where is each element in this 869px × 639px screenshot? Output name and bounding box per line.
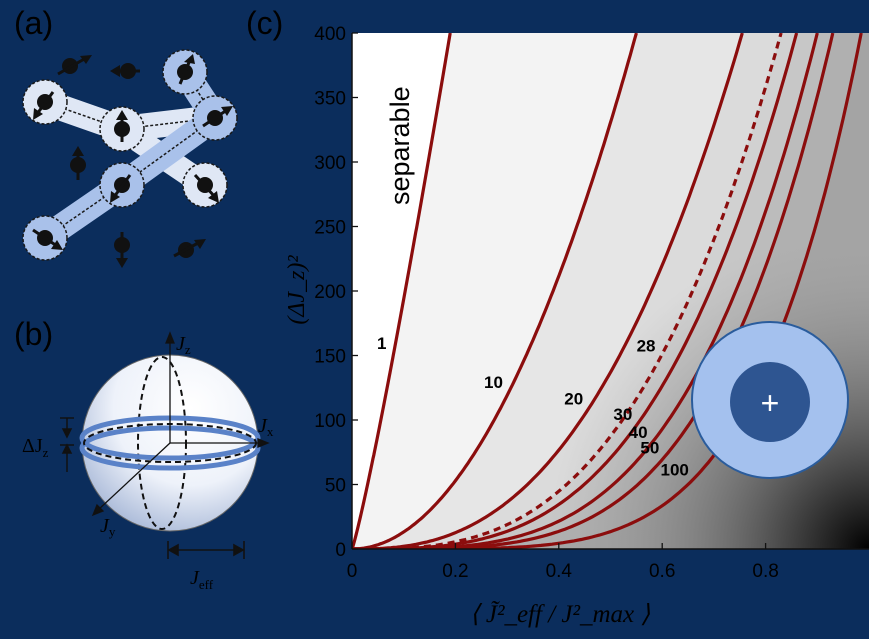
x-tick-label: 0	[347, 561, 358, 582]
inset-plus: +	[761, 385, 780, 421]
spin-arrow	[114, 110, 130, 142]
y-ticks: 0 50 100 150 200 250 300 350 400	[314, 24, 358, 561]
spin-arrow	[110, 174, 132, 203]
curve-1	[352, 33, 452, 549]
delta-jz-indicator	[60, 417, 74, 472]
x-ticks: 0 0.2 0.4 0.6 0.8	[347, 543, 779, 582]
y-tick-label: 100	[314, 411, 346, 432]
y-axis-title: (ΔJ_z)²	[284, 255, 310, 325]
bond-blue-outline	[44, 71, 217, 239]
x-tick-label: 0.8	[752, 561, 778, 582]
x-tick-label: 0.2	[442, 561, 468, 582]
bond-blue	[32, 59, 233, 251]
spin-arrow	[110, 63, 140, 79]
jeff-label: Jeff	[190, 567, 214, 592]
y-tick-label: 250	[314, 218, 346, 239]
spin-arrow	[33, 91, 55, 120]
y-axis	[97, 442, 171, 511]
curve-10	[352, 33, 638, 549]
y-tick-label: 350	[314, 89, 346, 110]
curve-label-10: 10	[484, 373, 503, 392]
spin-arrow	[32, 228, 63, 250]
x-tick-label: 0.6	[649, 561, 675, 582]
curve-label-30: 30	[613, 405, 632, 424]
spin-arrow	[177, 54, 195, 85]
curve-label-100: 100	[661, 460, 689, 479]
x-axis-arrowhead	[257, 438, 270, 448]
y-tick-label: 200	[314, 282, 346, 303]
curve-label-40: 40	[629, 423, 648, 442]
x-tick-label: 0.4	[546, 561, 573, 582]
curve-28	[352, 33, 783, 549]
inset-symbol: +	[691, 321, 849, 479]
z-axis-arrowhead	[165, 331, 175, 344]
jeff-width-indicator	[167, 541, 245, 559]
panel-a-label: (a)	[14, 5, 53, 41]
panel-b-label: (b)	[14, 316, 53, 352]
bloch-sphere: Jz Jx Jy ΔJz Jeff	[22, 331, 274, 592]
y-tick-label: 400	[314, 24, 346, 45]
panel-c-label: (c)	[246, 5, 283, 41]
y-tick-label: 50	[325, 476, 346, 497]
y-tick-label: 150	[314, 347, 346, 368]
x-axis-title: ⟨ J̃²_eff / J²_max ⟩	[470, 601, 651, 628]
delta-jz-label: ΔJz	[22, 435, 49, 460]
y-tick-label: 300	[314, 153, 346, 174]
spins	[32, 54, 233, 268]
lattice-diagram	[22, 49, 238, 268]
y-axis-arrowhead	[91, 503, 105, 517]
spin-arrow	[202, 106, 233, 128]
y-axis-label: Jy	[100, 515, 116, 539]
spin-arrow	[173, 239, 206, 258]
inset-inner-circle	[730, 362, 810, 442]
curve-20	[352, 33, 744, 549]
curve-label-1: 1	[377, 334, 386, 353]
spin-arrow	[193, 173, 219, 203]
curve-label-28: 28	[637, 337, 656, 356]
curve-label-50: 50	[640, 439, 659, 458]
spin-arrow	[114, 232, 130, 268]
x-axis-label: Jx	[258, 415, 274, 439]
curve-label-20: 20	[564, 390, 583, 409]
spin-arrow	[57, 55, 92, 76]
separable-label: separable	[385, 86, 415, 205]
z-axis-label: Jz	[176, 333, 191, 357]
spin-arrow	[70, 146, 86, 180]
y-tick-label: 0	[335, 540, 346, 561]
